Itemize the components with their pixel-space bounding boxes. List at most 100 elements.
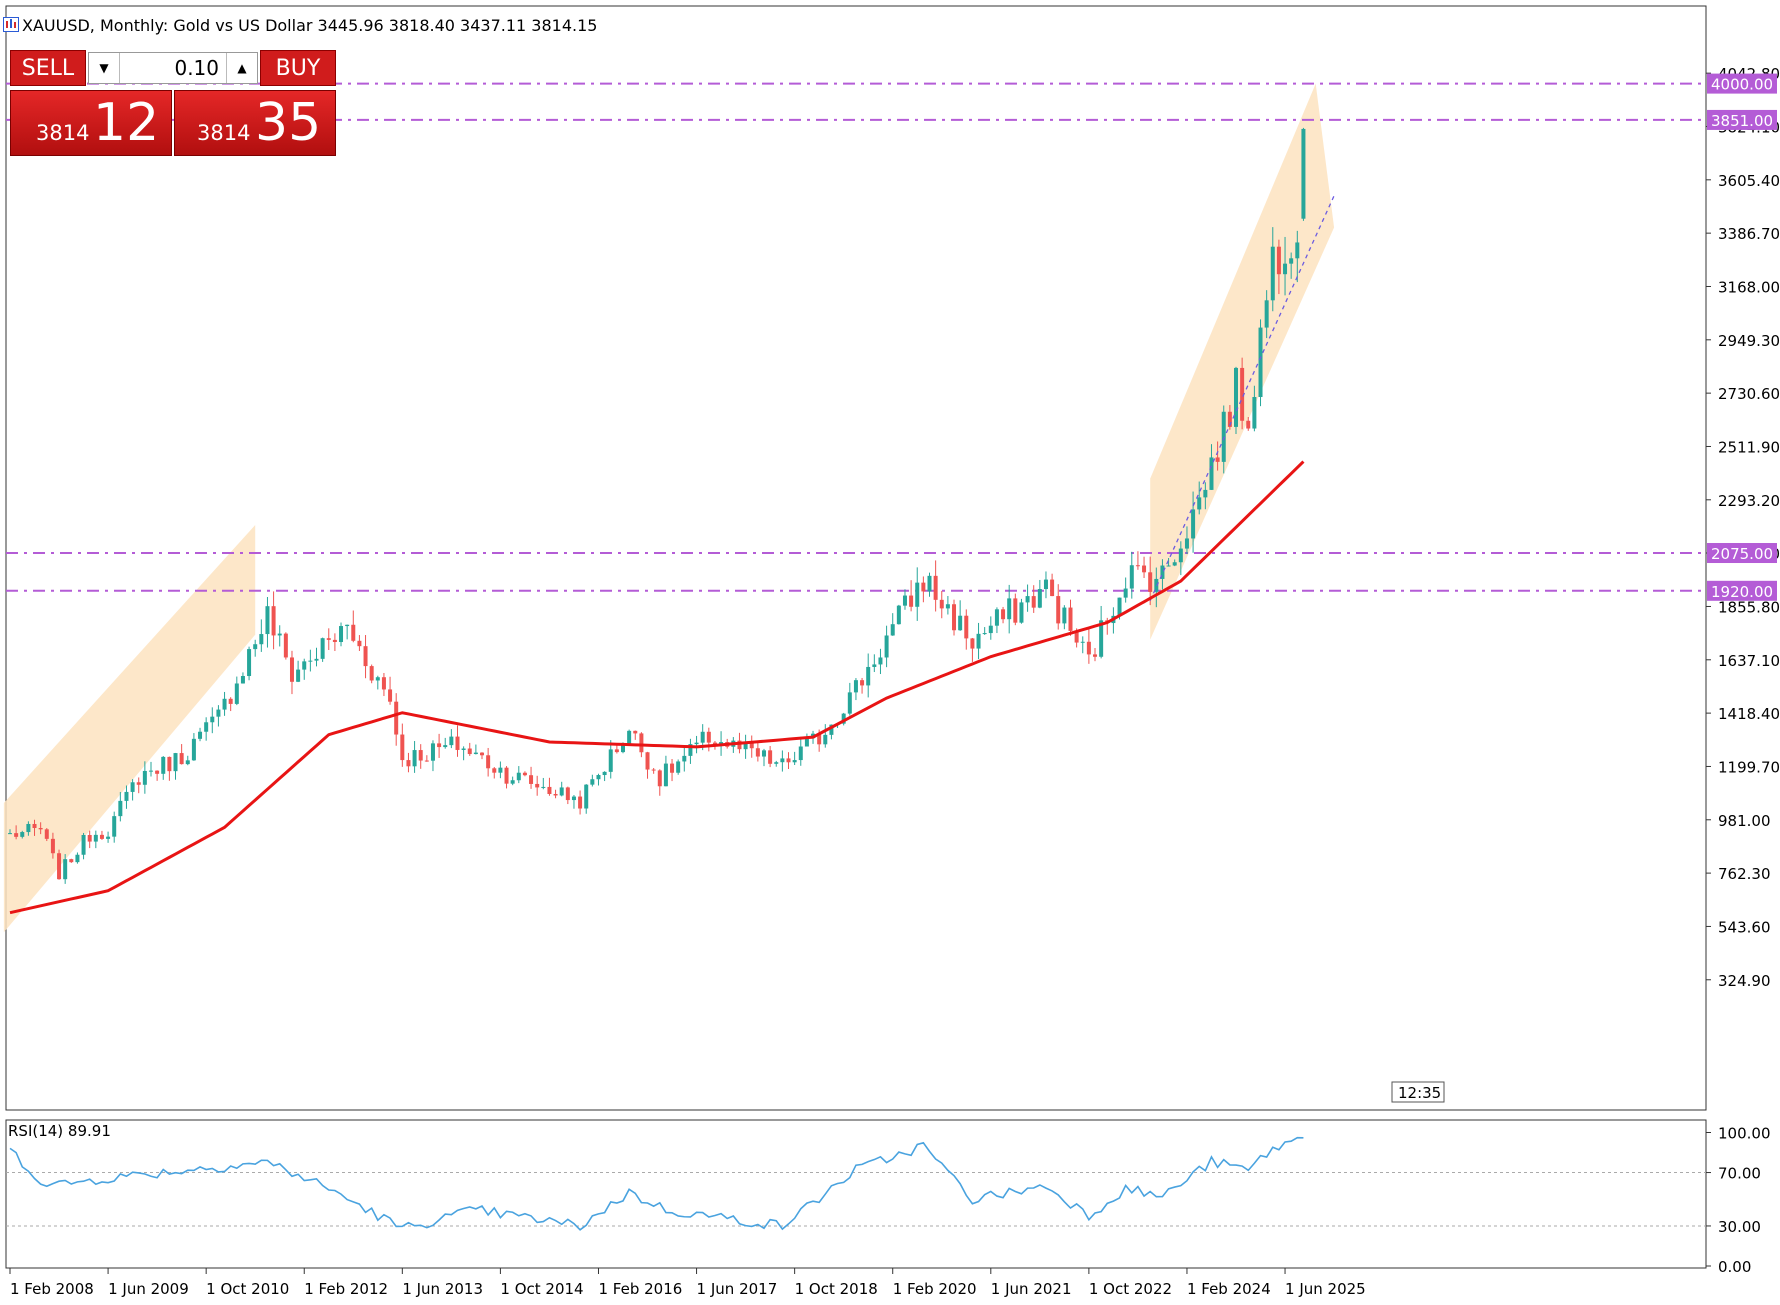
candle-body [952,604,957,631]
candle-body [571,796,576,801]
candle-body [1270,246,1275,301]
candle-body [210,716,215,723]
candle-body [228,698,233,704]
candle-body [829,724,834,735]
candle-body [1123,588,1128,598]
candle-body [388,689,393,702]
level-price-label: 2075.00 [1711,545,1773,563]
candle-body [1056,596,1061,624]
candle-body [277,633,282,636]
candle-body [1086,641,1091,655]
candle-body [565,787,570,801]
sell-button[interactable]: SELL [10,50,86,86]
candle-body [553,793,558,796]
candle-body [375,677,380,681]
y-tick-label: 2511.90 [1718,438,1780,456]
candle-body [345,624,350,627]
candle-body [142,770,147,785]
candle-body [32,823,37,829]
candle-body [743,742,748,750]
sell-price-prefix: 3814 [36,121,90,145]
candle-body [118,800,123,817]
candle-body [761,750,766,757]
candle-body [878,657,883,665]
candle-body [173,753,178,772]
candle-body [253,644,258,650]
candle-body [651,769,656,771]
buy-button[interactable]: BUY [260,50,336,86]
candle-body [1283,263,1288,275]
lot-decrease-icon[interactable]: ▼ [89,53,120,83]
candle-body [1258,327,1263,398]
y-tick-label: 1637.10 [1718,652,1780,670]
candle-body [1160,565,1165,579]
candle-body [99,834,104,839]
lot-size-value[interactable]: 0.10 [174,56,219,80]
candle-body [633,730,638,734]
x-tick-label: 1 Oct 2010 [206,1280,289,1298]
candle-body [314,658,319,661]
candle-body [363,646,368,667]
candle-body [394,701,399,735]
candle-body [198,731,203,739]
lot-size-field[interactable]: ▼ 0.10 ▲ [88,52,258,84]
y-tick-label: 324.90 [1718,972,1771,990]
candle-body [222,698,227,710]
candle-body [1264,300,1269,328]
candle-body [247,649,252,677]
sell-price-box[interactable]: 3814 12 [10,90,172,156]
x-tick-label: 1 Oct 2014 [500,1280,583,1298]
time-badge: 12:35 [1391,1081,1445,1103]
candle-body [890,624,895,636]
candle-body [418,750,423,761]
candle-body [283,633,288,658]
candle-body [847,692,852,714]
candle-body [265,606,270,635]
candle-body [473,752,478,755]
candle-body [872,664,877,667]
y-tick-label: 2949.30 [1718,332,1780,350]
candle-body [8,833,12,835]
candle-body [240,676,245,684]
candle-body [1178,548,1183,563]
level-price-tag [1707,109,1777,130]
candle-body [124,791,129,801]
candle-body [204,722,209,732]
candle-body [167,756,172,772]
y-tick-label: 3168.00 [1718,278,1780,296]
candle-body [1246,420,1251,429]
candle-body [81,834,86,855]
candle-body [841,713,846,724]
candle-body [860,680,865,686]
candle-body [688,744,693,756]
candle-body [700,731,705,743]
buy-price-box[interactable]: 3814 35 [174,90,336,156]
x-tick-label: 1 Oct 2022 [1089,1280,1172,1298]
price-pane [5,5,1707,1111]
y-tick-label: 1199.70 [1718,758,1780,776]
candle-body [185,760,190,765]
candle-body [87,834,92,842]
candle-body [1252,397,1257,429]
candle-body [302,661,307,670]
y-tick-label: 3605.40 [1718,172,1780,190]
candle-body [964,615,969,639]
candle-body [780,758,785,763]
candle-body [406,760,411,767]
candle-body [191,738,196,761]
x-tick-label: 1 Feb 2024 [1187,1280,1271,1298]
candle-body [792,760,797,763]
x-tick-label: 1 Feb 2016 [598,1280,682,1298]
candle-body [988,625,993,634]
candle-body [1295,242,1300,259]
candle-body [1276,246,1281,275]
lot-increase-icon[interactable]: ▲ [226,53,257,83]
candle-body [179,753,184,765]
candle-body [902,595,907,606]
candle-body [976,633,981,649]
candle-body [866,666,871,686]
candle-body [26,823,31,833]
trend-dashed-line [1149,195,1335,601]
candle-body [424,760,429,762]
